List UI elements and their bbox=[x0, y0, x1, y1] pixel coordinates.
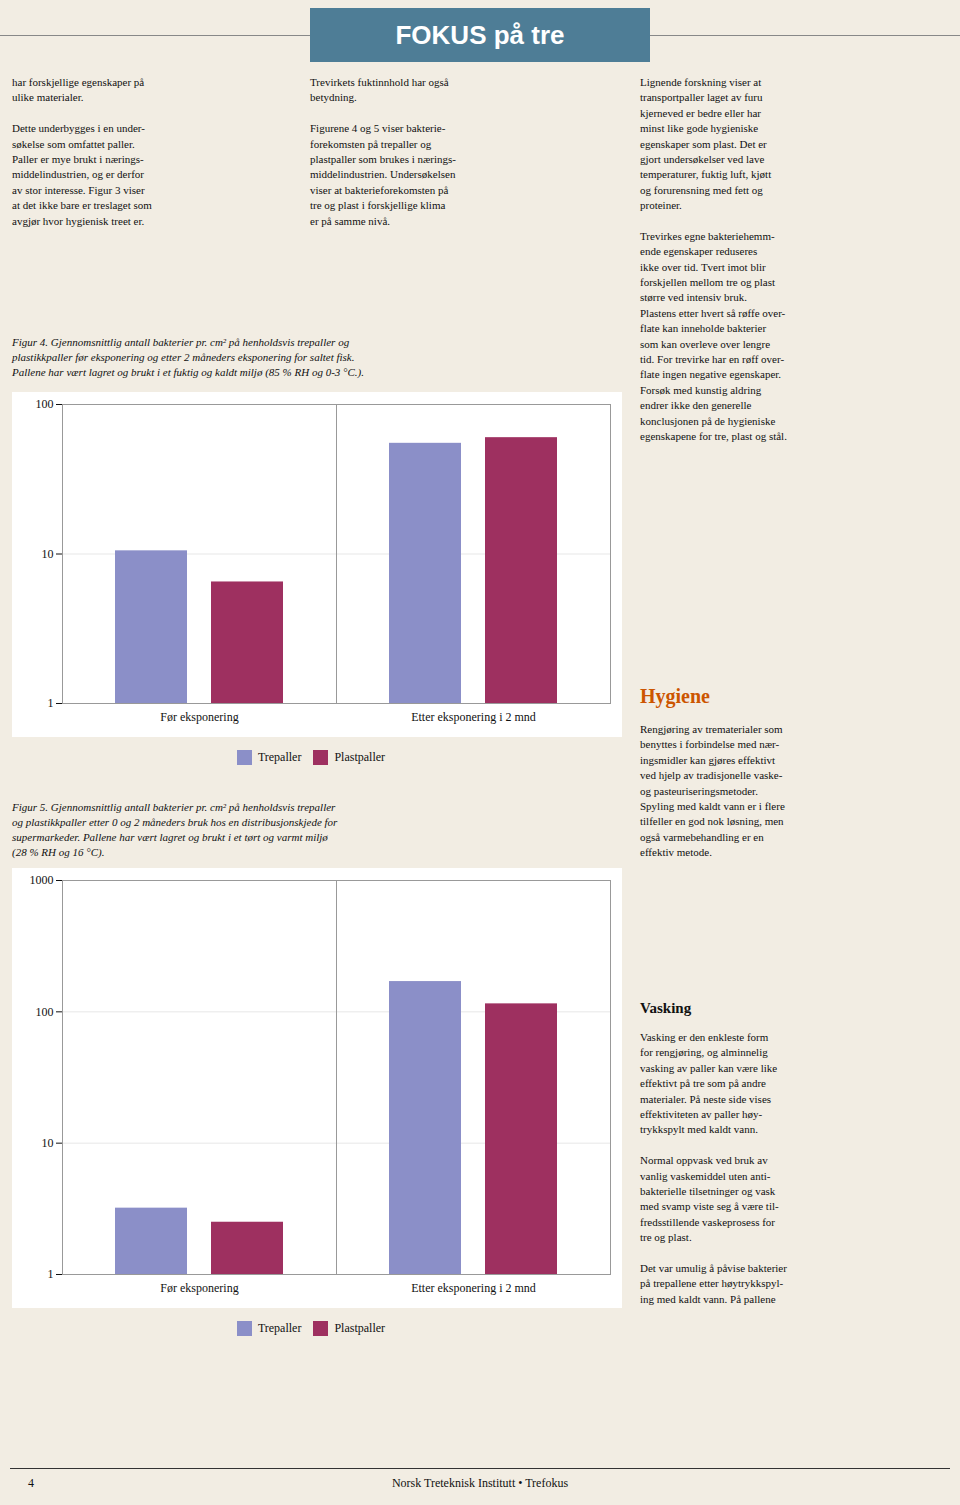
html-text:FOKUS på tre: FOKUS på tre bbox=[395, 19, 565, 50]
html-text:Rengjøring av trematerialer so: Rengjøring av trematerialer som benyttes… bbox=[640, 723, 785, 859]
html-text:Trevirkets fuktinnhold har ogs: Trevirkets fuktinnhold har også betydnin… bbox=[310, 76, 456, 227]
svg-text:Etter eksponering i 2 mnd: Etter eksponering i 2 mnd bbox=[411, 710, 536, 724]
svg-text:100: 100 bbox=[36, 397, 54, 411]
html-text:Vasking: Vasking bbox=[640, 1000, 692, 1016]
svg-text:10: 10 bbox=[42, 1136, 54, 1150]
svg-text:10: 10 bbox=[42, 547, 54, 561]
svg-text:1: 1 bbox=[48, 696, 54, 710]
svg-text:Før eksponering: Før eksponering bbox=[160, 1281, 238, 1295]
html-text:Plastpaller: Plastpaller bbox=[334, 750, 386, 764]
html-text:har forskjellige egenskaper på: har forskjellige egenskaper på ulike mat… bbox=[12, 76, 152, 227]
svg-text:Før eksponering: Før eksponering bbox=[160, 710, 238, 724]
svg-text:1: 1 bbox=[48, 1267, 54, 1281]
html-text:Lignende forskning viser at tr: Lignende forskning viser at transportpal… bbox=[640, 76, 787, 442]
svg-text:1000: 1000 bbox=[30, 873, 54, 887]
html-text:Trepaller: Trepaller bbox=[257, 1321, 302, 1335]
html-text:Vasking er den enkleste form f: Vasking er den enkleste form for rengjør… bbox=[640, 1031, 787, 1305]
html-text:Trepaller: Trepaller bbox=[257, 750, 302, 764]
html-text:Norsk Treteknisk Institutt • T: Norsk Treteknisk Institutt • Trefokus bbox=[391, 1476, 569, 1490]
html-text:Figur 4. Gjennomsnittlig antal: Figur 4. Gjennomsnittlig antall bakterie… bbox=[12, 336, 364, 378]
svg-text:100: 100 bbox=[36, 1005, 54, 1019]
html-text:Plastpaller: Plastpaller bbox=[334, 1321, 386, 1335]
html-text:4: 4 bbox=[28, 1476, 34, 1490]
html-text:Hygiene: Hygiene bbox=[640, 685, 710, 707]
svg-text:Etter eksponering i 2 mnd: Etter eksponering i 2 mnd bbox=[411, 1281, 536, 1295]
html-text:Figur 5. Gjennomsnittlig antal: Figur 5. Gjennomsnittlig antall bakterie… bbox=[12, 801, 338, 858]
